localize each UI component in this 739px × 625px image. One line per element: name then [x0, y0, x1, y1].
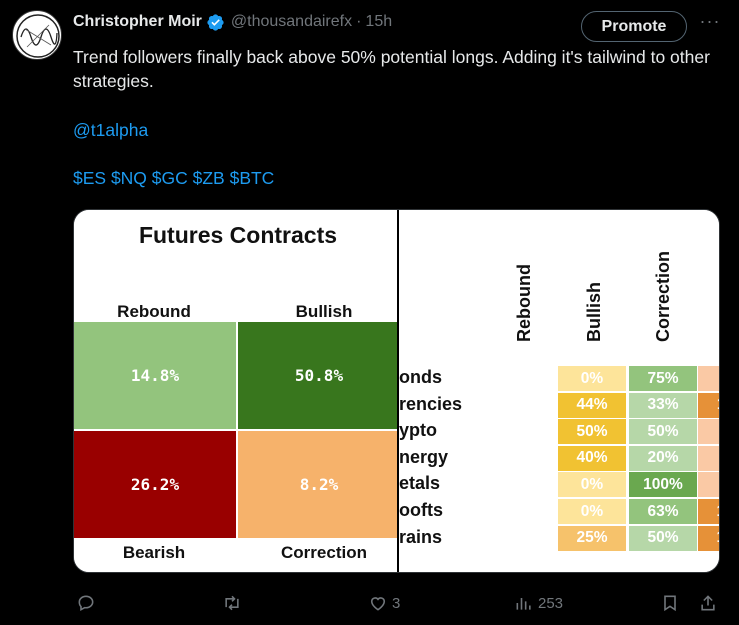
bookmark-icon: [664, 595, 676, 612]
author-handle[interactable]: @thousandairefx: [230, 13, 353, 30]
quadrant-bullish: 50.8%: [238, 322, 400, 429]
avatar-logo-icon: [16, 14, 60, 58]
panel-divider: [397, 210, 399, 572]
quadrant-rebound: 14.8%: [74, 322, 236, 429]
heatmap-cell: 13%: [698, 525, 719, 551]
heatmap-cell: 0%: [558, 499, 626, 524]
heatmap-cell: 100%: [629, 472, 697, 498]
heatmap-cell: 44%: [558, 392, 626, 418]
views-button[interactable]: 253: [514, 590, 563, 616]
repost-button[interactable]: [222, 590, 246, 616]
heatmap-cell: 0%: [698, 472, 719, 498]
quadrant-bearish: 26.2%: [74, 431, 236, 538]
reply-button[interactable]: [76, 590, 100, 616]
promote-button[interactable]: Promote: [581, 11, 687, 42]
bookmark-button[interactable]: [660, 590, 680, 616]
tweet-timestamp[interactable]: 15h: [365, 13, 393, 30]
mention-link[interactable]: @t1alpha: [73, 120, 149, 140]
col-header-correction: Correction: [653, 250, 673, 342]
tweet-header: Christopher Moir @thousandairefx · 15h: [73, 11, 392, 33]
label-correction: Correction: [281, 543, 367, 562]
futures-contracts-panel: Futures Contracts Rebound Bullish 14.8% …: [74, 210, 400, 572]
views-chart-icon: [516, 598, 531, 610]
tweet-text: Trend followers finally back above 50% p…: [73, 47, 710, 91]
heatmap-cell: 33%: [629, 392, 697, 418]
heatmap-row-label: rencies: [399, 393, 463, 414]
heatmap-cell: 50%: [558, 419, 626, 445]
heatmap-row-label: etals: [399, 473, 441, 494]
heatmap-row-label: ypto: [399, 420, 437, 441]
author-avatar[interactable]: [12, 10, 62, 60]
tweet-media-image[interactable]: Futures Contracts Rebound Bullish 14.8% …: [73, 209, 720, 573]
label-bearish: Bearish: [122, 543, 186, 562]
heart-icon: [370, 597, 386, 611]
asset-class-heatmap: Rebound Bullish Correction onds0%75%0%2r…: [399, 210, 719, 572]
heatmap-cell: 50%: [629, 419, 697, 445]
heatmap-cell: 25%: [558, 525, 626, 551]
separator-dot: ·: [356, 13, 362, 30]
share-icon: [701, 595, 715, 611]
heatmap-row-label: rains: [399, 526, 443, 547]
share-button[interactable]: [698, 590, 718, 616]
cashtags-links[interactable]: $ES $NQ $GC $ZB $BTC: [73, 168, 275, 188]
heatmap-row-label: onds: [399, 367, 442, 387]
quadrant-correction: 8.2%: [238, 431, 400, 538]
heatmap-row-label: oofts: [399, 500, 443, 520]
col-header-bullish: Bullish: [584, 281, 604, 342]
label-bullish: Bullish: [295, 302, 353, 321]
verified-badge-icon[interactable]: [206, 13, 225, 32]
col-header-rebound: Rebound: [514, 264, 534, 342]
more-options-icon[interactable]: ···: [699, 11, 721, 31]
heatmap-cell: 0%: [698, 366, 719, 391]
futures-title: Futures Contracts: [138, 222, 338, 248]
like-count: 3: [392, 594, 401, 612]
heatmap-cell: 0%: [698, 419, 719, 445]
like-button[interactable]: 3: [368, 590, 400, 616]
repost-icon: [225, 595, 239, 611]
heatmap-row-label: nergy: [399, 446, 449, 467]
heatmap-cell: 0%: [558, 472, 626, 498]
reply-icon: [78, 595, 94, 612]
heatmap-cell: 13%: [698, 499, 719, 524]
heatmap-cell: 0%: [698, 445, 719, 471]
heatmap-cell: 50%: [629, 525, 697, 551]
heatmap-cell: 20%: [629, 445, 697, 471]
tweet-action-bar: 3 253: [0, 584, 739, 622]
heatmap-cell: 0%: [558, 366, 626, 391]
views-count: 253: [538, 594, 564, 612]
heatmap-cell: 40%: [558, 445, 626, 471]
heatmap-cell: 75%: [629, 366, 697, 391]
author-name[interactable]: Christopher Moir: [73, 13, 202, 30]
heatmap-cell: 63%: [629, 499, 697, 524]
label-rebound: Rebound: [117, 302, 191, 321]
heatmap-cell: 11%: [698, 392, 719, 418]
